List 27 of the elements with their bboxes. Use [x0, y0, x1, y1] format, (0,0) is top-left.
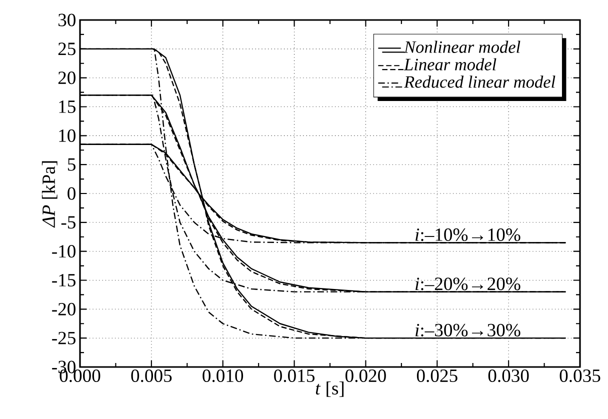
annotation: i:–10%→10%: [416, 228, 520, 242]
y-tick-label: 5: [68, 158, 76, 171]
y-tick-label: 10: [59, 129, 76, 142]
y-tick-label: -5: [61, 216, 76, 229]
y-tick-label: 20: [58, 72, 76, 84]
y-tick-label: 15: [59, 100, 76, 113]
x-tick-label: 0.005: [131, 369, 172, 382]
annotation: i:–20%→20%: [416, 278, 520, 290]
x-axis-title: t [s]: [316, 381, 344, 397]
x-tick-label: 0.020: [346, 369, 386, 382]
x-tick-label: 0.025: [416, 369, 458, 382]
legend-label: Linear model: [404, 58, 496, 70]
annotation: i:–30%→30%: [416, 324, 520, 336]
y-tick-label: -10: [52, 245, 76, 258]
x-tick-label: 0.035: [560, 369, 600, 382]
y-tick-label: -20: [52, 302, 76, 316]
y-axis-title: ΔP [kPa]: [42, 161, 58, 228]
y-tick-label: 25: [58, 42, 76, 56]
y-tick-label: 0: [68, 187, 76, 200]
y-tick-label: 30: [58, 14, 76, 26]
y-tick-label: -15: [52, 274, 76, 286]
x-tick-label: 0.030: [488, 369, 529, 382]
legend-label: Reduced linear model: [404, 76, 556, 88]
legend-label: Nonlinear model: [404, 40, 520, 53]
x-tick-label: 0.010: [202, 369, 244, 382]
y-tick-label: -25: [52, 332, 76, 344]
x-tick-label: 0.015: [274, 369, 314, 382]
